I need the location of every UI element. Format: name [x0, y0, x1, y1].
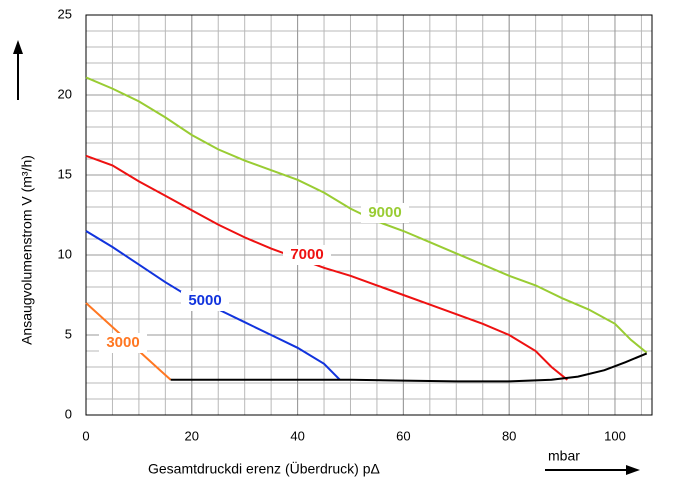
- y-tick-label: 0: [65, 406, 72, 421]
- label-background: [361, 203, 409, 223]
- y-tick-label: 20: [58, 86, 72, 101]
- y-tick-label: 15: [58, 166, 72, 181]
- label-background: [99, 333, 147, 353]
- x-tick-label: 80: [502, 428, 516, 443]
- series-label: 9000: [368, 204, 401, 221]
- series-line: [85, 154, 568, 381]
- x-tick-label: 20: [185, 428, 199, 443]
- x-tick-label: 60: [396, 428, 410, 443]
- series-label: 3000: [106, 334, 139, 351]
- x-unit: mbar: [548, 448, 580, 464]
- series-line: [170, 352, 648, 383]
- label-background: [181, 291, 229, 311]
- y-tick-label: 25: [58, 6, 72, 21]
- grid: [85, 14, 652, 416]
- x-tick-label: 0: [82, 428, 89, 443]
- x-arrow-head: [626, 465, 640, 475]
- series-label: 5000: [188, 292, 221, 309]
- y-arrow-head: [13, 40, 23, 54]
- y-tick-label: 5: [65, 326, 72, 341]
- x-tick-label: 40: [290, 428, 304, 443]
- y-axis-label: Ansaugvolumenstrom V (m³/h): [19, 155, 35, 345]
- series-label: 7000: [290, 246, 323, 263]
- y-tick-label: 10: [58, 246, 72, 261]
- x-tick-label: 100: [604, 428, 626, 443]
- label-background: [283, 245, 331, 265]
- x-axis-label: Gesamtdruckdi erenz (Überdruck) pΔ: [148, 460, 380, 477]
- plot-border: [85, 14, 653, 416]
